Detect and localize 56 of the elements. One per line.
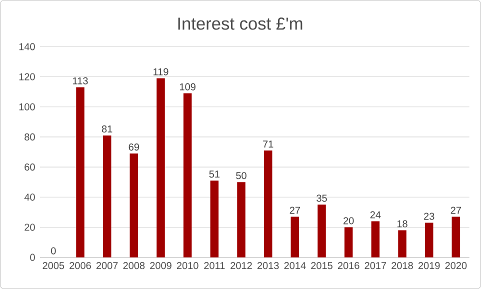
bar	[452, 216, 460, 258]
y-tick-label: 0	[30, 254, 35, 261]
data-label: 119	[154, 68, 168, 76]
bar	[290, 216, 300, 258]
bar	[424, 222, 434, 258]
data-label: 27	[290, 206, 300, 214]
x-tick-label: 2014	[284, 262, 306, 270]
y-tick-label: 40	[24, 194, 35, 201]
bar	[264, 150, 272, 258]
data-label: 113	[73, 77, 88, 84]
y-tick-label: 80	[24, 133, 35, 140]
data-label: 18	[397, 220, 408, 228]
bar	[210, 180, 219, 258]
bar	[102, 135, 112, 258]
data-label: 109	[180, 83, 196, 90]
bar	[344, 227, 353, 258]
data-label: 24	[370, 211, 381, 218]
data-label: 20	[344, 217, 354, 224]
x-tick-label: 2009	[150, 262, 172, 270]
x-tick-label: 2011	[204, 262, 225, 270]
data-label: 71	[263, 140, 274, 148]
x-tick-label: 2010	[176, 262, 198, 270]
data-label: 27	[450, 206, 461, 214]
bar	[398, 230, 406, 258]
y-tick-label: 60	[24, 164, 35, 171]
x-tick-label: 2006	[70, 262, 91, 270]
y-tick-label: 120	[19, 73, 35, 80]
x-tick-label: 2018	[392, 262, 413, 270]
x-tick-label: 2005	[42, 262, 64, 270]
x-tick-label: 2015	[311, 262, 332, 270]
bar	[318, 204, 326, 258]
bar	[183, 93, 192, 258]
bar	[156, 78, 165, 258]
bar	[237, 182, 246, 258]
y-tick-label: 140	[19, 43, 35, 50]
x-tick-label: 2008	[123, 262, 145, 270]
x-tick-label: 2013	[257, 262, 279, 270]
bar	[371, 221, 380, 258]
data-label: 69	[128, 143, 139, 151]
x-tick-label: 2012	[230, 262, 252, 270]
data-label: 50	[236, 172, 246, 180]
x-tick-label: 2020	[445, 262, 467, 270]
data-label: 51	[209, 170, 220, 178]
data-label: 0	[51, 247, 56, 254]
bar	[130, 154, 138, 258]
chart-title: Interest cost £'m	[178, 18, 302, 30]
x-tick-label: 2016	[338, 262, 360, 270]
y-tick-label: 100	[19, 103, 35, 110]
y-tick-label: 20	[24, 224, 35, 231]
bar	[76, 87, 84, 258]
data-label: 81	[102, 125, 112, 133]
data-label: 35	[316, 194, 327, 202]
data-label: 23	[424, 212, 434, 220]
x-tick-label: 2017	[364, 262, 386, 270]
x-tick-label: 2019	[418, 262, 440, 270]
x-tick-label: 2007	[96, 262, 118, 270]
